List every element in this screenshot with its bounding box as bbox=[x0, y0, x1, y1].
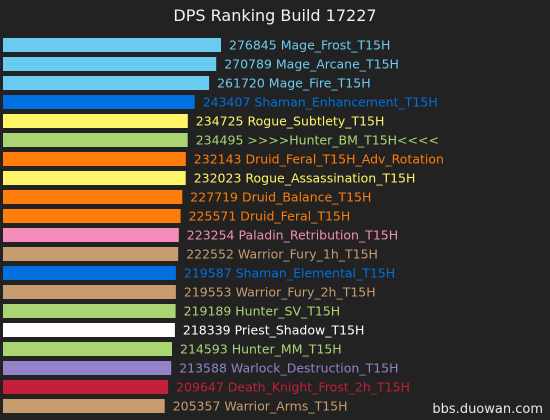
bar-label-10: 223254 Paladin_Retribution_T15H bbox=[187, 228, 398, 243]
bar-label-13: 219553 Warrior_Fury_2h_T15H bbox=[184, 285, 376, 300]
bar-label-7: 232023 Rogue_Assassination_T15H bbox=[194, 171, 416, 186]
bar-16 bbox=[3, 342, 172, 356]
bar-label-5: 234495 >>>>Hunter_BM_T15H<<<< bbox=[196, 133, 439, 148]
bar-18 bbox=[3, 380, 169, 394]
bar-14 bbox=[3, 304, 176, 318]
bar-9 bbox=[3, 209, 181, 223]
bar-2 bbox=[3, 76, 210, 90]
bar-10 bbox=[3, 228, 179, 242]
bar-4 bbox=[3, 114, 188, 128]
bar-label-0: 276845 Mage_Frost_T15H bbox=[229, 38, 390, 53]
bar-0 bbox=[3, 38, 221, 52]
bar-label-11: 222552 Warrior_Fury_1h_T15H bbox=[186, 247, 378, 262]
bar-3 bbox=[3, 95, 195, 109]
bar-6 bbox=[3, 152, 186, 166]
bar-13 bbox=[3, 285, 176, 299]
bar-label-8: 227719 Druid_Balance_T15H bbox=[190, 190, 371, 205]
bar-label-17: 213588 Warlock_Destruction_T15H bbox=[179, 361, 398, 376]
chart-title: DPS Ranking Build 17227 bbox=[173, 6, 376, 25]
bar-label-14: 219189 Hunter_SV_T15H bbox=[184, 304, 341, 319]
bar-5 bbox=[3, 133, 188, 147]
bar-8 bbox=[3, 190, 183, 204]
bar-label-3: 243407 Shaman_Enhancement_T15H bbox=[203, 95, 438, 110]
bar-12 bbox=[3, 266, 176, 280]
bar-label-1: 270789 Mage_Arcane_T15H bbox=[224, 57, 399, 72]
bar-label-18: 209647 Death_Knight_Frost_2h_T15H bbox=[176, 380, 410, 395]
bar-7 bbox=[3, 171, 186, 185]
bar-label-6: 232143 Druid_Feral_T15H_Adv_Rotation bbox=[194, 152, 444, 167]
bar-label-12: 219587 Shaman_Elemental_T15H bbox=[184, 266, 395, 281]
bar-label-2: 261720 Mage_Fire_T15H bbox=[217, 76, 371, 91]
bar-19 bbox=[3, 399, 165, 413]
bar-15 bbox=[3, 323, 175, 337]
bar-label-19: 205357 Warrior_Arms_T15H bbox=[173, 399, 348, 414]
bar-1 bbox=[3, 57, 217, 71]
bar-label-16: 214593 Hunter_MM_T15H bbox=[180, 342, 342, 357]
bar-label-9: 225571 Druid_Feral_T15H bbox=[189, 209, 351, 224]
watermark-text: bbs.duowan.com bbox=[432, 402, 543, 417]
bar-label-4: 234725 Rogue_Subtlety_T15H bbox=[196, 114, 385, 129]
bar-label-15: 218339 Priest_Shadow_T15H bbox=[183, 323, 365, 338]
bar-group: 276845 Mage_Frost_T15H 270789 Mage_Arcane… bbox=[3, 38, 444, 414]
bar-11 bbox=[3, 247, 179, 261]
bar-17 bbox=[3, 361, 172, 375]
